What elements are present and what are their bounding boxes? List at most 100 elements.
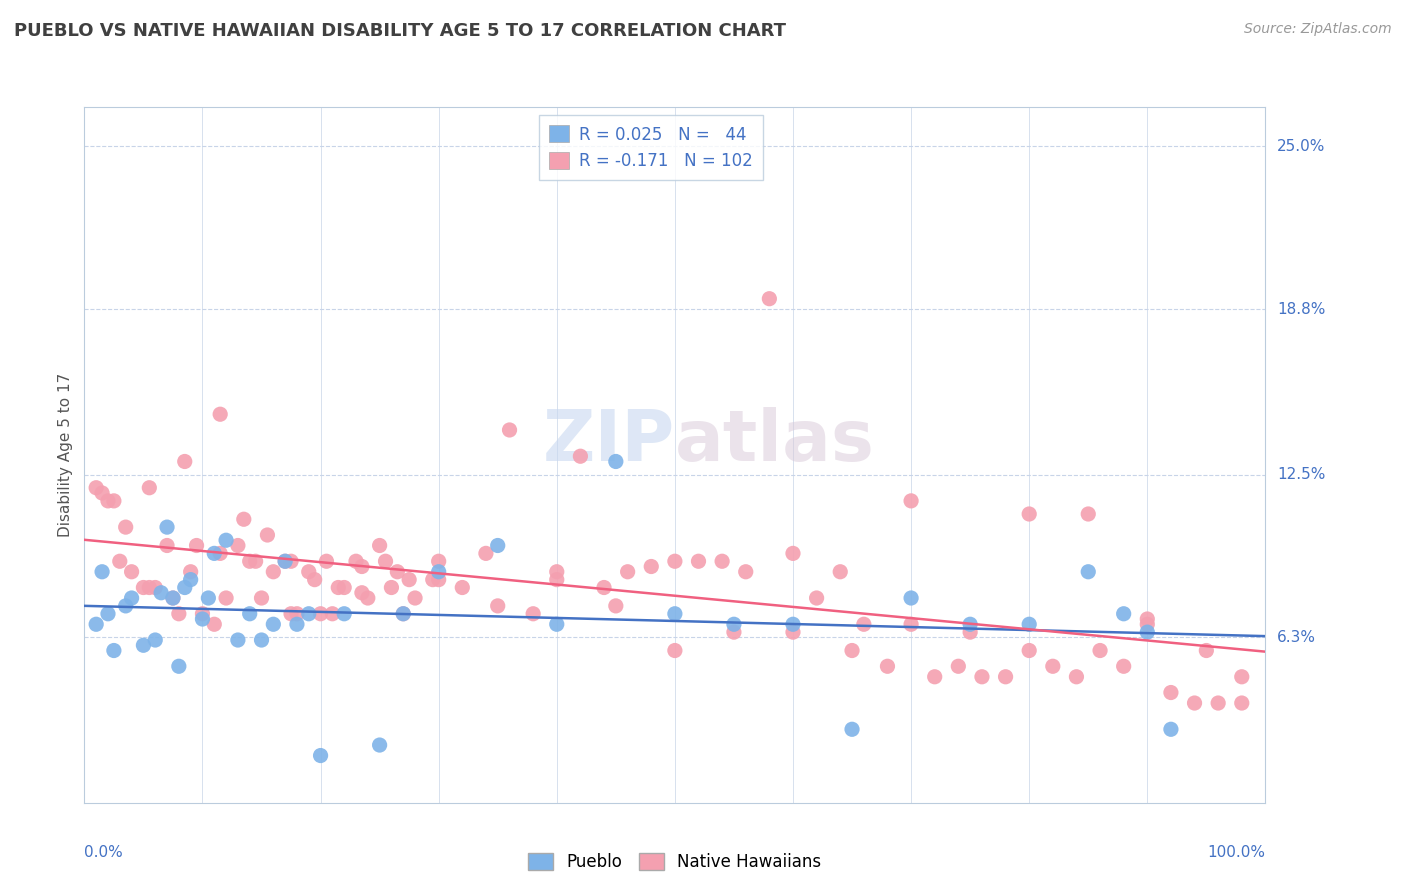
Point [970, 670, 993, 684]
Point [451, 581, 474, 595]
Point [328, 581, 350, 595]
Point [368, 738, 391, 752]
Point [546, 617, 568, 632]
Point [1195, 643, 1218, 657]
Point [202, 546, 225, 560]
Point [664, 554, 686, 568]
Point [162, 591, 184, 605]
Point [103, 494, 125, 508]
Point [1066, 670, 1088, 684]
Point [758, 292, 780, 306]
Point [91, 565, 114, 579]
Text: ZIP: ZIP [543, 407, 675, 475]
Point [486, 539, 509, 553]
Point [91, 486, 114, 500]
Point [380, 581, 402, 595]
Point [546, 565, 568, 579]
Point [209, 407, 232, 421]
Point [876, 659, 898, 673]
Point [209, 546, 232, 560]
Point [924, 670, 946, 684]
Point [522, 607, 544, 621]
Text: Source: ZipAtlas.com: Source: ZipAtlas.com [1244, 22, 1392, 37]
Point [274, 554, 297, 568]
Point [156, 539, 179, 553]
Point [404, 591, 426, 605]
Text: 25.0%: 25.0% [1277, 139, 1326, 154]
Point [569, 449, 592, 463]
Point [298, 607, 321, 621]
Point [250, 591, 273, 605]
Point [357, 591, 380, 605]
Point [309, 607, 332, 621]
Point [143, 581, 166, 595]
Point [1112, 607, 1135, 621]
Point [830, 565, 852, 579]
Point [167, 659, 190, 673]
Point [1206, 696, 1229, 710]
Point [167, 607, 190, 621]
Point [150, 586, 173, 600]
Point [1112, 659, 1135, 673]
Point [256, 528, 278, 542]
Y-axis label: Disability Age 5 to 17: Disability Age 5 to 17 [58, 373, 73, 537]
Point [1077, 565, 1099, 579]
Point [186, 539, 208, 553]
Point [841, 723, 863, 737]
Point [108, 554, 131, 568]
Point [97, 494, 120, 508]
Point [664, 607, 686, 621]
Text: 6.3%: 6.3% [1277, 630, 1316, 645]
Point [374, 554, 396, 568]
Point [711, 554, 734, 568]
Point [1160, 685, 1182, 699]
Point [173, 454, 195, 468]
Point [280, 554, 302, 568]
Point [191, 607, 214, 621]
Point [1018, 617, 1040, 632]
Point [191, 612, 214, 626]
Point [1230, 696, 1253, 710]
Point [245, 554, 267, 568]
Point [1136, 617, 1159, 632]
Point [427, 554, 450, 568]
Text: 100.0%: 100.0% [1208, 845, 1265, 860]
Point [900, 591, 922, 605]
Point [350, 586, 373, 600]
Point [333, 581, 356, 595]
Point [114, 520, 136, 534]
Point [1042, 659, 1064, 673]
Point [143, 633, 166, 648]
Point [215, 533, 238, 548]
Point [180, 573, 202, 587]
Point [782, 617, 804, 632]
Point [239, 607, 262, 621]
Point [1230, 670, 1253, 684]
Point [427, 573, 450, 587]
Text: atlas: atlas [675, 407, 875, 475]
Point [723, 617, 745, 632]
Point [280, 607, 302, 621]
Point [1018, 507, 1040, 521]
Point [180, 565, 202, 579]
Text: PUEBLO VS NATIVE HAWAIIAN DISABILITY AGE 5 TO 17 CORRELATION CHART: PUEBLO VS NATIVE HAWAIIAN DISABILITY AGE… [14, 22, 786, 40]
Point [138, 481, 160, 495]
Point [197, 591, 219, 605]
Point [114, 599, 136, 613]
Point [215, 591, 238, 605]
Point [121, 565, 143, 579]
Point [782, 625, 804, 640]
Point [948, 659, 970, 673]
Point [97, 607, 120, 621]
Point [226, 539, 249, 553]
Point [250, 633, 273, 648]
Point [274, 554, 297, 568]
Point [84, 617, 107, 632]
Point [734, 565, 756, 579]
Point [1088, 643, 1111, 657]
Point [239, 554, 262, 568]
Text: 0.0%: 0.0% [84, 845, 124, 860]
Point [852, 617, 875, 632]
Point [959, 625, 981, 640]
Point [132, 581, 155, 595]
